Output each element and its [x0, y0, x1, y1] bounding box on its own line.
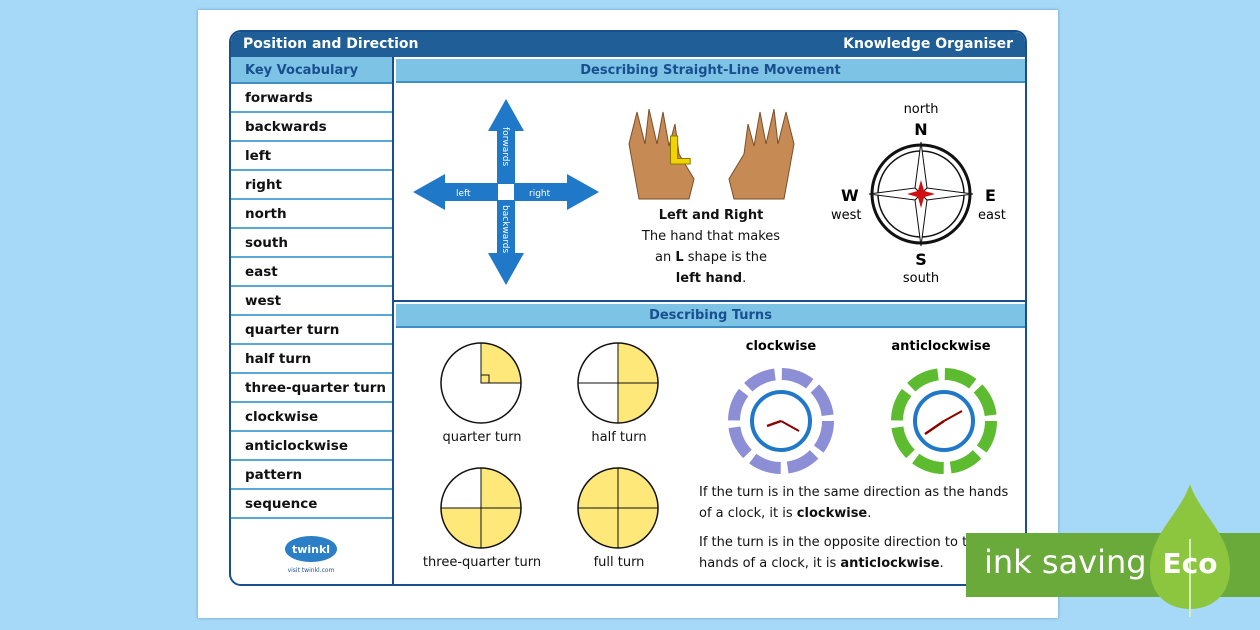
- vocabulary-item: sequence: [231, 490, 392, 519]
- page-subtitle: Knowledge Organiser: [843, 36, 1013, 52]
- svg-text:north: north: [904, 102, 939, 117]
- turn-label: half turn: [591, 430, 647, 445]
- vocabulary-item: quarter turn: [231, 316, 392, 345]
- turn-diagram: half turn: [533, 342, 705, 445]
- svg-text:N: N: [914, 120, 927, 139]
- turn-diagram: three-quarter turn: [396, 467, 568, 570]
- svg-text:L: L: [667, 129, 691, 173]
- hands-l-shape-icon: L: [628, 108, 795, 200]
- turn-circle-icon: [440, 467, 522, 549]
- straight-line-section: Describing Straight-Line Movement: [396, 59, 1025, 83]
- svg-text:forwards: forwards: [500, 127, 510, 167]
- twinkl-logo: twinkl visit twinkl.com: [285, 536, 337, 574]
- svg-text:right: right: [529, 189, 551, 199]
- vocabulary-item: north: [231, 200, 392, 229]
- section-title: Describing Turns: [396, 304, 1025, 328]
- vocabulary-item: forwards: [231, 84, 392, 113]
- anticlockwise-clock-icon: [891, 368, 997, 474]
- badge-text: ink saving: [984, 543, 1147, 581]
- turn-diagram: quarter turn: [396, 342, 568, 445]
- caption-line: an: [655, 250, 676, 265]
- svg-text:Eco: Eco: [1163, 547, 1218, 580]
- svg-text:S: S: [915, 250, 927, 269]
- vocabulary-item: south: [231, 229, 392, 258]
- header-bar: Position and Direction Knowledge Organis…: [231, 32, 1025, 57]
- turn-label: quarter turn: [442, 430, 522, 445]
- turn-label: full turn: [593, 555, 645, 570]
- turn-circle-icon: [577, 342, 659, 424]
- svg-text:visit twinkl.com: visit twinkl.com: [288, 567, 335, 574]
- vocabulary-item: east: [231, 258, 392, 287]
- turn-circle-icon: [440, 342, 522, 424]
- turn-diagram: full turn: [533, 467, 705, 570]
- vocabulary-item: pattern: [231, 461, 392, 490]
- vocabulary-item: three-quarter turn: [231, 374, 392, 403]
- vocabulary-item: right: [231, 171, 392, 200]
- svg-text:east: east: [978, 208, 1006, 223]
- svg-text:backwards: backwards: [500, 205, 510, 254]
- svg-text:south: south: [903, 271, 939, 286]
- svg-text:E: E: [985, 186, 996, 205]
- svg-text:twinkl: twinkl: [292, 543, 330, 556]
- compass-icon: north N S south W west E east: [831, 102, 1006, 286]
- eco-leaf-icon: Eco: [1150, 484, 1230, 617]
- caption-line: .: [742, 271, 747, 286]
- vocabulary-title: Key Vocabulary: [231, 57, 392, 84]
- turn-label: three-quarter turn: [422, 555, 542, 570]
- clockwise-explanation: If the turn is in the same direction as …: [699, 485, 1009, 521]
- caption-line: The hand that makes: [641, 229, 781, 244]
- svg-text:left: left: [456, 189, 471, 199]
- vocabulary-item: half turn: [231, 345, 392, 374]
- direction-arrows-icon: left right forwards backwards: [413, 99, 599, 285]
- vocabulary-item: west: [231, 287, 392, 316]
- section-title: Describing Straight-Line Movement: [396, 59, 1025, 83]
- turn-circle-icon: [577, 467, 659, 549]
- page-title: Position and Direction: [243, 36, 419, 52]
- caption-line: shape is the: [683, 250, 767, 265]
- svg-text:W: W: [841, 186, 859, 205]
- caption-heading: Left and Right: [658, 208, 764, 223]
- turns-section: Describing Turns: [396, 304, 1025, 328]
- clockwise-label: clockwise: [745, 339, 817, 354]
- vocabulary-item: anticlockwise: [231, 432, 392, 461]
- clockwise-clock-icon: [728, 368, 834, 474]
- caption-bold: L: [675, 250, 684, 265]
- svg-text:west: west: [831, 208, 862, 223]
- caption-bold: left hand: [675, 271, 743, 286]
- anticlockwise-explanation: If the turn is in the opposite direction…: [699, 535, 984, 571]
- vocabulary-item: clockwise: [231, 403, 392, 432]
- vocabulary-panel: Key Vocabulary forwards backwards left righ…: [231, 57, 394, 584]
- knowledge-organiser: Position and Direction Knowledge Organis…: [229, 30, 1027, 586]
- left-right-caption: Left and Right The hand that makes an L …: [606, 205, 816, 289]
- anticlockwise-label: anticlockwise: [891, 339, 991, 354]
- section-divider: [394, 300, 1025, 302]
- vocabulary-item: backwards: [231, 113, 392, 142]
- vocabulary-item: left: [231, 142, 392, 171]
